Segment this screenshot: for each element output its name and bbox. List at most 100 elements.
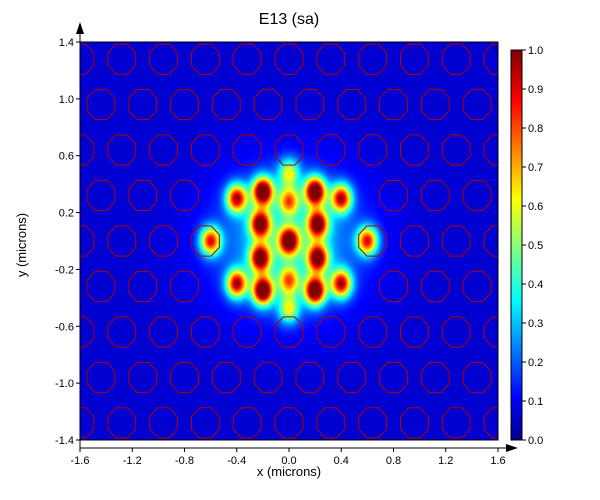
lattice-hole [337,361,367,394]
lattice-hole [191,225,220,257]
lattice-hole [420,270,450,303]
lattice-hole [45,0,73,29]
lattice-hole [274,407,304,439]
lattice-hole [483,407,498,439]
lattice-holes [0,0,600,483]
lattice-hole [170,361,199,394]
lattice-hole [526,135,554,165]
lattice-hole [358,316,387,348]
lattice-hole [274,134,304,166]
lattice-hole [441,134,471,166]
lattice-hole [87,0,115,29]
colorbar-tick-label: 0.6 [528,201,543,213]
colorbar: 1.0 0.9 0.8 0.7 0.6 0.5 0.4 0.3 0.2 0.1 0.0 [510,45,543,447]
lattice-hole [87,453,115,483]
lattice-hole [80,407,95,439]
x-tick-label: 1.6 [490,455,505,467]
lattice-hole [462,361,492,394]
lattice-hole [316,43,346,75]
x-tick-label: -0.4 [227,455,246,467]
lattice-hole [379,88,408,121]
lattice-hole [441,225,471,257]
lattice-hole [171,0,199,29]
lattice-hole [568,226,596,256]
lattice-hole [589,362,600,392]
lattice-hole [568,317,596,347]
lattice-hole [526,408,554,438]
lattice-hole [86,270,116,303]
lattice-hole [3,89,31,119]
lattice-hole [441,43,471,75]
y-tick-label: -1.4 [55,435,74,447]
colorbar-tick-label: 0.9 [528,84,543,96]
plot-area [0,0,600,483]
heatmap-canvas [80,42,498,440]
lattice-hole [86,179,116,212]
lattice-hole [483,134,498,166]
lattice-hole [128,88,158,121]
lattice-hole [107,43,137,75]
lattice-hole [358,407,387,439]
colorbar-tick-label: 0.0 [528,435,543,447]
lattice-hole [149,134,178,166]
lattice-hole [274,43,304,75]
lattice-hole [232,407,262,439]
lattice-hole [505,453,533,483]
x-tick-label: 1.2 [438,455,453,467]
heatmap-raster-holder [80,42,498,440]
lattice-hole [547,180,575,210]
lattice-hole [462,270,492,303]
lattice-hole [45,180,73,210]
lattice-hole [400,43,429,75]
lattice-hole [0,135,10,165]
colorbar-ticks: 1.0 0.9 0.8 0.7 0.6 0.5 0.4 0.3 0.2 0.1 0.0 [522,45,543,447]
lattice-hole [107,134,137,166]
y-tick-label: -0.2 [55,264,74,276]
lattice-hole [149,316,178,348]
lattice-hole [149,407,178,439]
lattice-hole [483,43,498,75]
lattice-hole [128,179,158,212]
colorbar-tick-label: 0.4 [528,279,543,291]
x-ticks: -1.6 -1.2 -0.8 -0.4 0.0 0.4 0.8 1.2 1.6 [71,448,506,467]
lattice-hole [547,0,575,29]
lattice-hole [212,0,240,29]
colorbar-tick-label: 0.7 [528,162,543,174]
lattice-hole [0,408,10,438]
x-tick-label: 0.4 [334,455,349,467]
lattice-hole [107,316,137,348]
lattice-hole [316,407,346,439]
y-tick-label: -0.6 [55,321,74,333]
lattice-hole [253,361,283,394]
lattice-hole [253,88,283,121]
lattice-hole [191,43,220,75]
lattice-hole [3,180,31,210]
lattice-hole [211,361,241,394]
y-tick-label: 0.2 [59,208,74,220]
lattice-hole [80,316,95,348]
x-axis-arrow-icon [506,444,518,452]
lattice-hole [191,316,220,348]
lattice-hole [547,271,575,301]
lattice-hole [547,362,575,392]
colorbar-tick-label: 0.1 [528,396,543,408]
lattice-hole [463,453,491,483]
lattice-hole [441,316,471,348]
lattice-hole [86,88,116,121]
lattice-hole [380,0,408,29]
y-ticks: 1.4 1.0 0.6 0.2 -0.2 -0.6 -1.0 -1.4 [55,37,80,447]
lattice-hole [316,316,346,348]
lattice-hole [358,225,387,257]
lattice-hole [24,408,52,438]
x-tick-label: -1.6 [71,455,90,467]
lattice-hole [80,134,95,166]
lattice-hole [149,225,178,257]
lattice-hole [128,270,158,303]
lattice-hole [400,225,429,257]
lattice-hole [421,0,449,29]
colorbar-tick-label: 0.3 [528,318,543,330]
lattice-hole [420,361,450,394]
lattice-hole [547,453,575,483]
lattice-hole [211,88,241,121]
